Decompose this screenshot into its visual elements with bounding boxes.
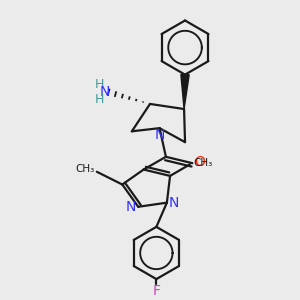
Text: CH₃: CH₃ [75, 164, 94, 174]
Text: F: F [152, 284, 160, 298]
Text: N: N [154, 128, 165, 142]
Text: N: N [100, 85, 110, 98]
Polygon shape [181, 74, 189, 109]
Text: H: H [95, 78, 104, 91]
Text: CH₃: CH₃ [194, 158, 213, 168]
Text: N: N [126, 200, 136, 214]
Text: H: H [95, 93, 104, 106]
Text: O: O [195, 154, 206, 169]
Text: N: N [169, 196, 179, 210]
